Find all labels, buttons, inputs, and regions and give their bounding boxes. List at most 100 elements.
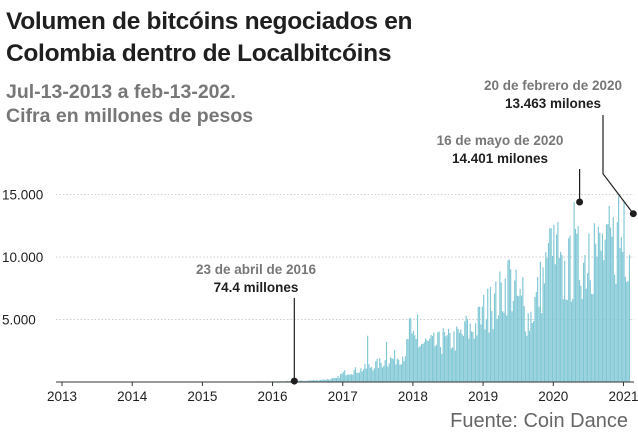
volume-bar (588, 233, 590, 382)
volume-bar (408, 318, 411, 382)
volume-bar (396, 358, 398, 382)
volume-bar (620, 237, 622, 382)
volume-bar (578, 279, 581, 382)
volume-bar (319, 379, 321, 382)
volume-bar (510, 269, 512, 382)
volume-bar (340, 373, 342, 382)
volume-bar (435, 344, 438, 382)
volume-bar (538, 306, 540, 382)
volume-bar (399, 364, 401, 382)
volume-bar (423, 342, 425, 382)
volume-bar (580, 285, 582, 382)
volume-bar (461, 333, 463, 382)
volume-bar (573, 201, 575, 382)
volume-bar (566, 300, 568, 382)
volume-bar (589, 280, 591, 382)
volume-bar (452, 347, 454, 382)
volume-bar (554, 264, 556, 382)
volume-bar (357, 373, 359, 382)
volume-bar (484, 329, 486, 382)
volume-bar (593, 223, 595, 382)
volume-bar (348, 374, 350, 382)
volume-bar (502, 311, 504, 382)
volume-bar (299, 380, 301, 382)
volume-bar (453, 331, 455, 382)
volume-bar (438, 331, 440, 382)
volume-bar (518, 296, 520, 382)
volume-bar (576, 233, 578, 382)
volume-bar (442, 328, 444, 382)
volume-bar (377, 368, 379, 382)
annotation-marker (576, 198, 584, 206)
volume-bar (394, 350, 396, 382)
volume-bar (353, 370, 355, 382)
y-tick-label: 10.000 (2, 250, 43, 265)
volume-bar (618, 195, 620, 382)
volume-bar (491, 310, 493, 382)
volume-bar (481, 306, 483, 382)
volume-bar (557, 222, 559, 382)
annotation-marker (629, 210, 637, 218)
volume-bar (426, 340, 428, 382)
volume-bar (595, 243, 597, 382)
volume-bar (565, 299, 567, 382)
volume-bar (543, 283, 545, 382)
chart-title: Volumen de bitcóins negociados en Colomb… (6, 6, 413, 70)
y-tick-label: 5.000 (2, 313, 36, 328)
volume-bar (516, 295, 518, 382)
volume-bar (462, 336, 465, 382)
volume-bar (406, 338, 408, 382)
volume-bar (572, 299, 574, 382)
volume-bar (624, 276, 626, 382)
volume-bar (558, 257, 560, 382)
volume-bar (302, 380, 304, 382)
volume-bar (489, 287, 492, 382)
volume-bar (368, 364, 370, 382)
volume-bar (477, 306, 479, 382)
volume-bar (622, 251, 624, 382)
volume-bar (581, 298, 583, 382)
annotation-date-label: 16 de mayo de 2020 (437, 133, 564, 148)
volume-bar (506, 315, 508, 382)
volume-bar (546, 258, 548, 382)
volume-bar (568, 238, 570, 382)
volume-bar (437, 332, 439, 382)
volume-bar (454, 350, 456, 382)
volume-bar (465, 315, 467, 382)
volume-bar (603, 260, 605, 382)
volume-bar (433, 332, 435, 382)
volume-bar (533, 321, 535, 382)
volume-bar (326, 379, 328, 382)
volume-bar (560, 251, 562, 382)
volume-bar (429, 338, 431, 382)
volume-bar (364, 363, 366, 382)
volume-bar (450, 348, 452, 382)
volume-bar (367, 335, 369, 382)
volume-bar (311, 380, 313, 382)
volume-bar (445, 336, 447, 382)
annotation-value-label: 74.4 millones (214, 280, 299, 295)
volume-bar (511, 311, 513, 382)
volume-bar (561, 254, 563, 382)
volume-bar (354, 367, 357, 382)
volume-bar (535, 291, 537, 382)
volume-bar (523, 306, 525, 382)
volume-bar (383, 365, 385, 382)
volume-bar (334, 377, 336, 382)
volume-bar (457, 328, 459, 382)
volume-bar (488, 332, 490, 382)
volume-bar (507, 260, 509, 382)
volume-bar (545, 252, 547, 382)
volume-bar (591, 293, 593, 382)
volume-bar (342, 371, 344, 382)
volume-bar (615, 283, 617, 382)
chart-title-line-1: Volumen de bitcóins negociados en (6, 8, 413, 35)
volume-bar (582, 262, 585, 382)
volume-bar (508, 259, 510, 382)
volume-bar (520, 295, 523, 382)
volume-bar (530, 311, 532, 382)
volume-bar (422, 343, 424, 382)
x-tick-label: 2018 (398, 389, 428, 404)
volume-bar (323, 379, 325, 382)
